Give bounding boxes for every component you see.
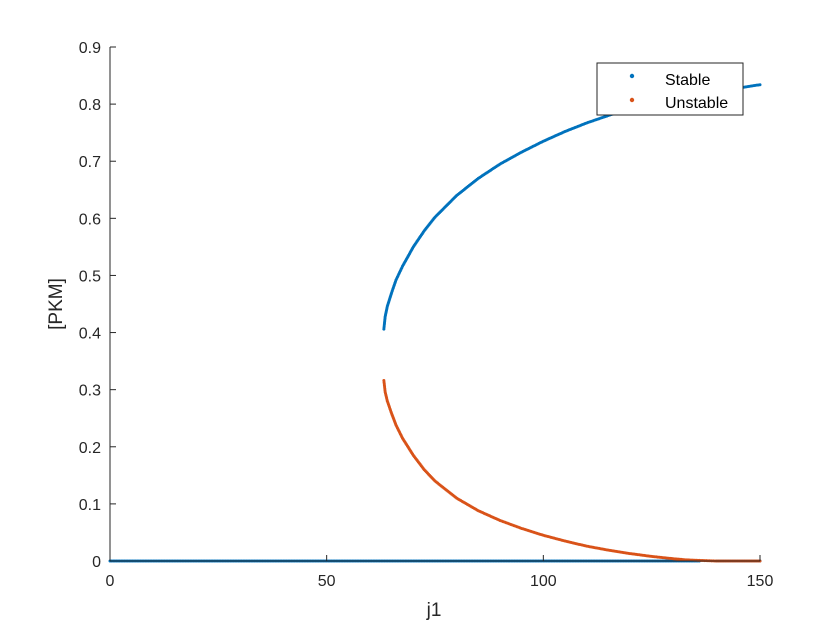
y-tick-label: 0.8: [79, 97, 101, 114]
y-tick-label: 0.6: [79, 211, 101, 228]
x-tick-label: 150: [747, 573, 774, 590]
y-tick-label: 0.5: [79, 268, 101, 285]
axes: 0 50 100 150 0 0.1 0.2 0.3 0.4 0.5 0.6 0.7 0.8 0.9: [79, 40, 774, 590]
y-tick-label: 0.3: [79, 383, 101, 400]
x-axis-label: j1: [426, 600, 442, 621]
legend-marker-stable: [629, 73, 635, 79]
y-tick-label: 0.9: [79, 40, 101, 57]
y-tick-label: 0.1: [79, 497, 101, 514]
x-tick-label: 0: [106, 573, 115, 590]
x-tick-label: 50: [318, 573, 336, 590]
y-tick-label: 0.7: [79, 154, 101, 171]
legend-label-unstable: Unstable: [665, 95, 728, 112]
data-point: [758, 83, 762, 87]
legend-box: [596, 62, 744, 116]
y-tick-label: 0.4: [79, 326, 101, 343]
legend: Stable Unstable: [596, 62, 744, 116]
y-tick-label: 0.2: [79, 440, 101, 457]
x-tick-label: 100: [530, 573, 557, 590]
legend-marker-unstable: [629, 97, 635, 103]
legend-label-stable: Stable: [665, 72, 710, 89]
y-tick-label: 0: [92, 554, 101, 571]
y-axis-label: [PKM]: [46, 278, 67, 330]
